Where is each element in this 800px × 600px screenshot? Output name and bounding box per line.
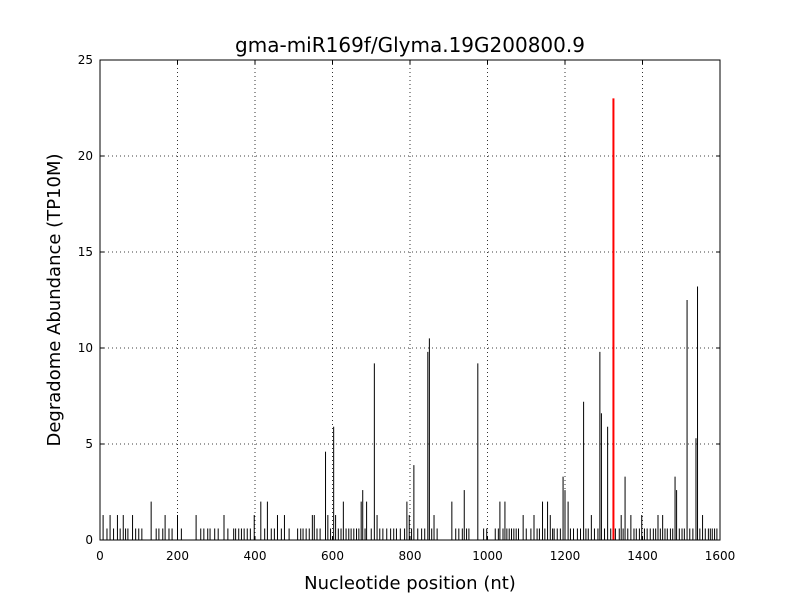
y-tick-label: 15 [78, 245, 93, 259]
x-tick-label: 1200 [550, 549, 581, 563]
y-tick-label: 0 [85, 533, 93, 547]
grid-lines [100, 60, 720, 540]
data-bars [102, 98, 718, 540]
y-tick-label: 10 [78, 341, 93, 355]
plot-frame [99, 59, 721, 541]
y-tick-label: 5 [85, 437, 93, 451]
y-tick-label: 25 [78, 53, 93, 67]
x-tick-label: 200 [166, 549, 189, 563]
x-tick-label: 0 [96, 549, 104, 563]
x-tick-label: 600 [321, 549, 344, 563]
x-tick-label: 800 [399, 549, 422, 563]
chart-title: gma-miR169f/Glyma.19G200800.9 [235, 33, 585, 57]
x-axis-label: Nucleotide position (nt) [304, 573, 516, 594]
x-tick-label: 1400 [627, 549, 658, 563]
y-tick-label: 20 [78, 149, 93, 163]
x-tick-label: 1600 [705, 549, 736, 563]
y-axis-label: Degradome Abundance (TP10M) [44, 153, 65, 446]
axis-ticks: 0 200 400 600 800 1000 1200 1400 1600 0 5 10 15 20 25 [78, 53, 736, 563]
x-tick-label: 400 [244, 549, 267, 563]
x-tick-label: 1000 [472, 549, 503, 563]
